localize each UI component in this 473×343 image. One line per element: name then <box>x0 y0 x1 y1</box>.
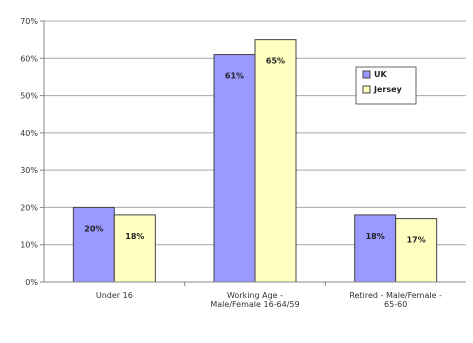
legend-label-jersey: Jersey <box>373 85 403 94</box>
legend: UK Jersey <box>355 66 417 105</box>
category-label: Retired - Male/Female -65-60 <box>349 291 442 309</box>
category-label-line: Retired - Male/Female - <box>349 291 442 300</box>
y-tick-label: 0% <box>25 278 38 287</box>
data-label: 61% <box>225 72 244 81</box>
data-label: 18% <box>125 232 144 241</box>
data-label: 20% <box>84 224 103 233</box>
axes <box>43 21 466 286</box>
y-tick-label: 70% <box>20 17 38 26</box>
category-label-line: Under 16 <box>96 291 133 300</box>
bar-uk-2 <box>354 214 397 283</box>
bar-jersey-2 <box>395 218 438 283</box>
y-tick-label: 30% <box>20 166 38 175</box>
bar-jersey-1 <box>254 39 297 283</box>
y-tick-label: 10% <box>20 241 38 250</box>
category-labels: Under 16 Working Age -Male/Female 16-64/5… <box>96 291 442 309</box>
data-labels: 20% 18% 61% 65% 18% 17% <box>84 57 425 245</box>
data-label: 65% <box>266 57 285 66</box>
category-label: Under 16 <box>96 291 133 300</box>
category-label: Working Age -Male/Female 16-64/59 <box>210 291 299 309</box>
bar-uk-0 <box>72 206 115 283</box>
y-tick-label: 40% <box>20 129 38 138</box>
data-label: 18% <box>366 232 385 241</box>
legend-label-uk: UK <box>374 70 387 79</box>
y-tick-label: 50% <box>20 92 38 101</box>
data-label: 17% <box>407 236 426 245</box>
bars <box>72 39 438 283</box>
y-tick-label: 20% <box>20 203 38 212</box>
bar-uk-1 <box>213 54 256 283</box>
y-tick-label: 60% <box>20 54 38 63</box>
bar-jersey-0 <box>113 214 156 283</box>
category-label-line: Male/Female 16-64/59 <box>210 300 299 309</box>
category-label-line: Working Age - <box>227 291 283 300</box>
y-axis-ticks: 0% 10% 20% 30% 40% 50% 60% 70% <box>20 17 44 287</box>
legend-swatch-jersey <box>362 85 371 94</box>
legend-swatch-uk <box>362 70 371 79</box>
category-label-line: 65-60 <box>384 300 407 309</box>
